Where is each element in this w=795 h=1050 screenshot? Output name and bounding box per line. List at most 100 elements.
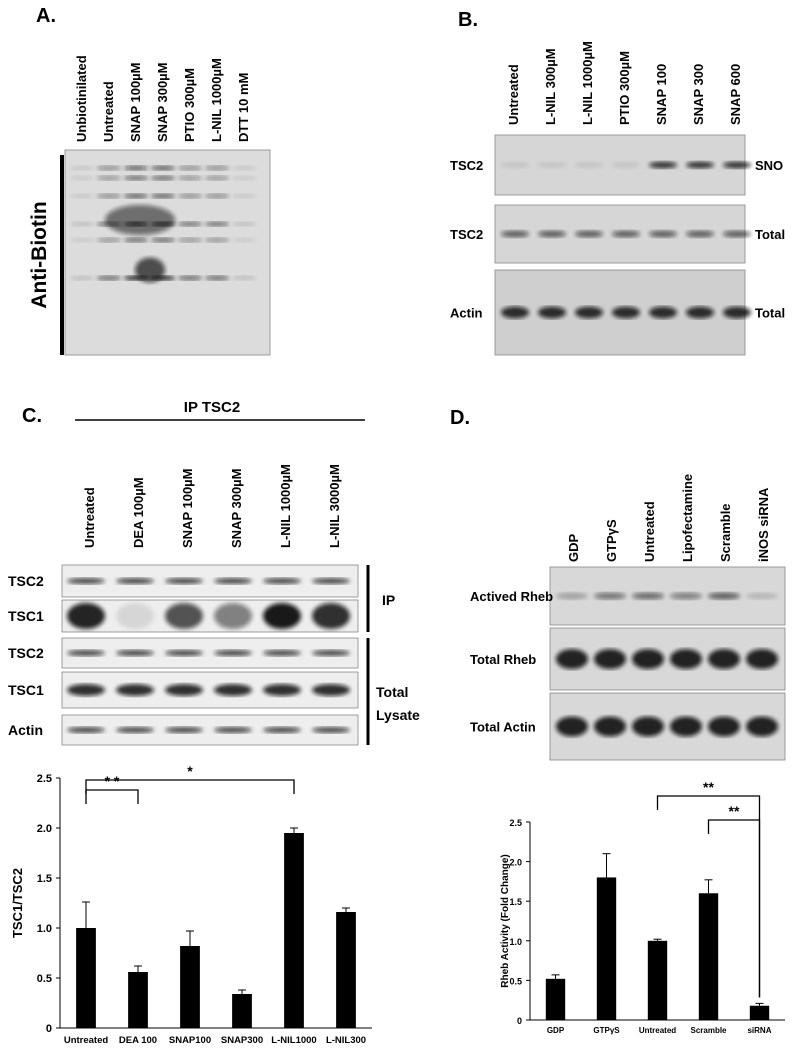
lane-label: DTT 10 mM xyxy=(236,73,251,142)
blot-band xyxy=(67,650,105,656)
y-tick-label: 0 xyxy=(517,1016,522,1026)
row-label: TSC2 xyxy=(8,645,44,661)
blot-band xyxy=(686,161,714,169)
blot xyxy=(61,564,359,598)
blot-band xyxy=(165,650,203,656)
y-tick-label: 0 xyxy=(46,1023,52,1035)
error-bar xyxy=(134,965,142,972)
panel-label: B. xyxy=(458,9,478,31)
blot-band xyxy=(263,727,301,733)
row-label: Actin xyxy=(8,722,43,738)
row-label: TSC2 xyxy=(450,227,483,242)
blot-band xyxy=(612,230,640,238)
x-tick-label: SNAP100 xyxy=(169,1035,211,1046)
blot xyxy=(549,566,786,626)
blot-band xyxy=(205,175,229,181)
blot xyxy=(61,637,359,669)
y-tick-label: 2.5 xyxy=(509,818,522,828)
error-bar xyxy=(551,974,560,979)
blot-band xyxy=(97,175,121,181)
lane-label: Untreated xyxy=(82,487,97,548)
x-tick-label: L-NIL300 xyxy=(326,1035,366,1046)
blot-band xyxy=(263,578,301,584)
lane-label: SNAP 100µM xyxy=(180,468,195,548)
error-bar xyxy=(186,930,194,946)
blot-band xyxy=(723,161,751,169)
blot-band xyxy=(116,603,154,629)
significance-label: ** xyxy=(703,779,714,795)
group-label: Total xyxy=(376,684,408,700)
blot-band xyxy=(165,684,203,696)
blot-band xyxy=(312,727,350,733)
blot-band xyxy=(632,592,664,600)
blot-band xyxy=(178,193,202,199)
blot xyxy=(61,671,359,709)
blot-band xyxy=(501,161,529,169)
x-tick-label: GDP xyxy=(547,1026,565,1035)
blot-band xyxy=(135,257,165,283)
blot-band xyxy=(151,175,175,181)
blot-band xyxy=(214,650,252,656)
bar xyxy=(76,928,96,1028)
blot-band xyxy=(70,165,94,171)
lane-label: SNAP 300µM xyxy=(229,468,244,548)
y-tick-label: 1.0 xyxy=(509,937,522,947)
lane-label: Untreated xyxy=(101,81,116,142)
y-tick-label: 1.5 xyxy=(37,873,52,885)
bar xyxy=(545,978,566,1020)
blot-band xyxy=(232,275,256,281)
blot-band xyxy=(67,727,105,733)
lane-label: GDP xyxy=(566,534,581,563)
blot-band xyxy=(124,237,148,243)
blot-band xyxy=(205,275,229,281)
blot-band xyxy=(178,165,202,171)
blot-band xyxy=(632,716,664,737)
x-tick-label: Untreated xyxy=(639,1026,676,1035)
blot-band xyxy=(70,237,94,243)
blot-band xyxy=(632,649,664,669)
blot-band xyxy=(723,230,751,238)
blot-band xyxy=(151,237,175,243)
lane-label: PTIO 300µM xyxy=(182,68,197,142)
lane-label: Scramble xyxy=(718,503,733,562)
y-tick-label: 1.0 xyxy=(37,923,52,935)
blot-band xyxy=(263,684,301,696)
row-label: Actived Rheb xyxy=(470,589,553,604)
blot-band xyxy=(612,306,640,319)
blot-band xyxy=(124,165,148,171)
group-label: Lysate xyxy=(376,707,420,723)
error-bar xyxy=(342,907,350,912)
lane-label: SNAP 300µM xyxy=(155,62,170,142)
blot-band xyxy=(165,603,203,629)
blot-band xyxy=(178,175,202,181)
blot-band xyxy=(105,205,175,235)
error-bar xyxy=(602,853,611,878)
x-tick-label: siRNA xyxy=(747,1026,771,1035)
blot-band xyxy=(594,592,626,600)
blot-band xyxy=(67,684,105,696)
blot-band xyxy=(538,161,566,169)
blot-band xyxy=(708,649,740,669)
blot xyxy=(64,149,271,356)
lane-label: L-NIL 1000µM xyxy=(278,464,293,548)
side-label: Anti-Biotin xyxy=(28,201,51,308)
significance-label: * * xyxy=(105,773,120,789)
y-tick-label: 2.5 xyxy=(37,773,52,785)
y-axis-label: Rheb Activity (Fold Change) xyxy=(500,854,511,988)
significance-bracket xyxy=(85,779,295,794)
lane-label: PTIO 300µM xyxy=(617,51,632,125)
blot-band xyxy=(312,578,350,584)
y-tick-label: 0.5 xyxy=(509,976,522,986)
bar xyxy=(128,972,148,1028)
row-label: TSC2 xyxy=(450,158,483,173)
lane-label: L-NIL 3000µM xyxy=(327,464,342,548)
bar xyxy=(336,912,356,1028)
blot-band xyxy=(723,306,751,319)
blot-band xyxy=(97,275,121,281)
blot-band xyxy=(746,716,778,737)
row-label: Total xyxy=(755,227,785,242)
lane-label: L-NIL 1000µM xyxy=(580,41,595,125)
bar xyxy=(596,877,617,1020)
blot-band xyxy=(67,603,105,629)
blot-band xyxy=(205,165,229,171)
